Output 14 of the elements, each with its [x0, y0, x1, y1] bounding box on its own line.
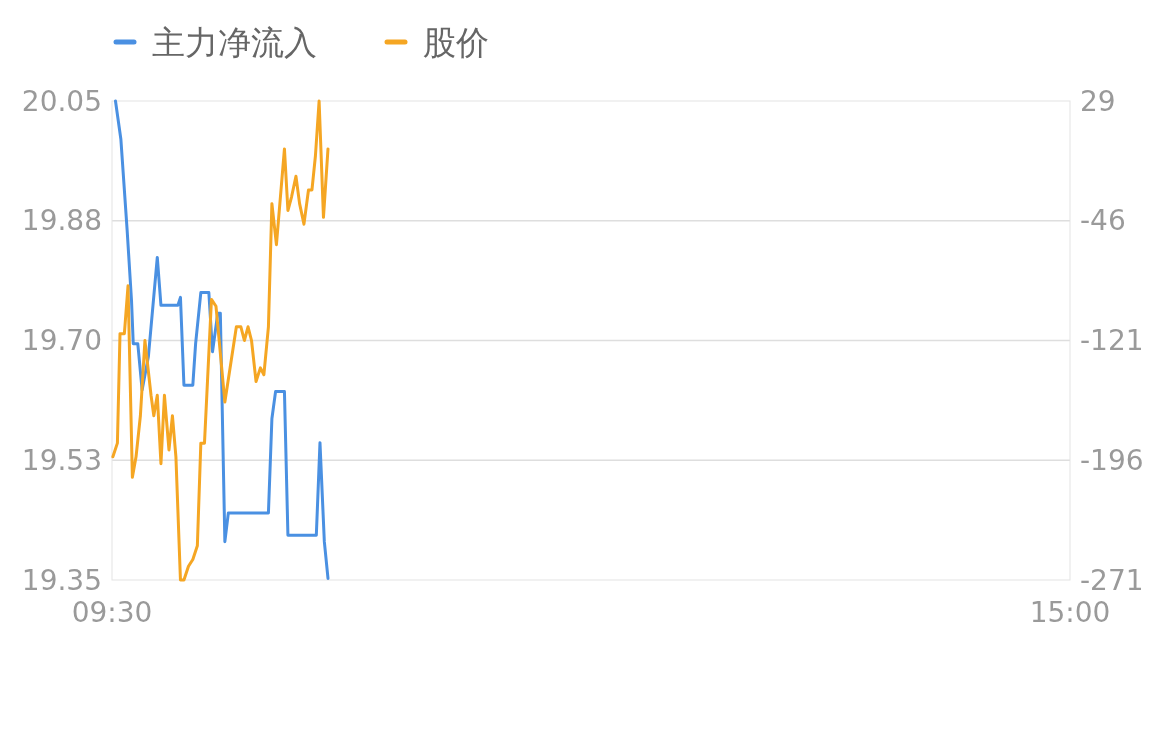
y2-tick-label: -196: [1080, 443, 1144, 477]
legend-label: 股价: [423, 22, 489, 62]
y2-tick-label: -121: [1080, 324, 1144, 357]
x-tick-label: 15:00: [1029, 595, 1111, 629]
y-tick-label: 19.35: [21, 563, 102, 597]
y2-tick-label: -271: [1080, 563, 1144, 597]
y-tick-label: 19.88: [21, 204, 102, 238]
y2-tick-label: -46: [1080, 204, 1126, 238]
y-tick-label: 19.53: [21, 443, 102, 477]
x-tick-label: 09:30: [71, 595, 153, 629]
y-tick-label: 19.70: [21, 324, 102, 357]
y-tick-label: 20.05: [21, 84, 102, 118]
y2-tick-label: 29: [1080, 84, 1116, 118]
legend-label: 主力净流入: [152, 22, 317, 62]
